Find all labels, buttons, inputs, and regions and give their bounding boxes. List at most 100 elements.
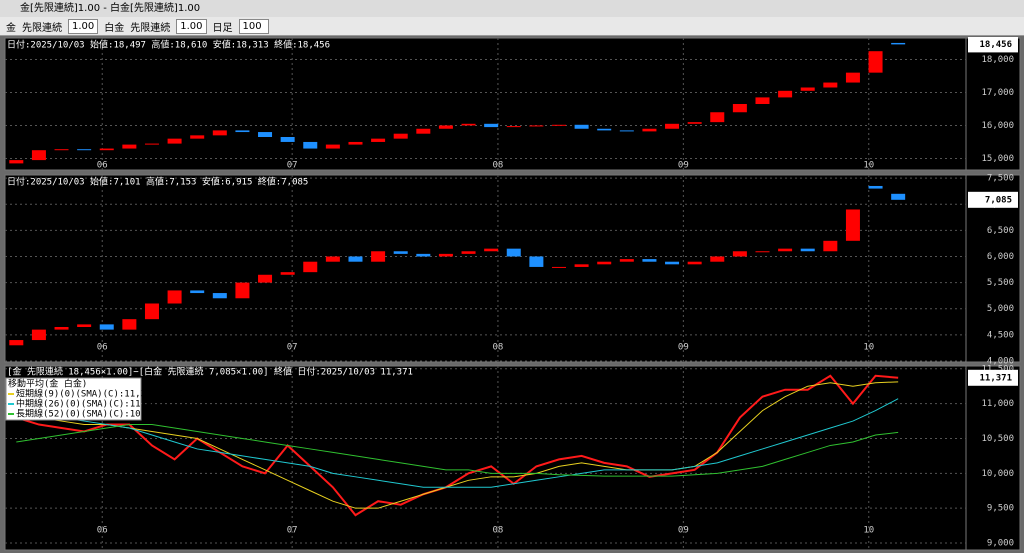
y-tick-label: 5,500 (987, 278, 1014, 288)
candle (31, 329, 46, 341)
candle (54, 149, 69, 151)
candle (280, 272, 295, 275)
y-tick-label: 9,500 (987, 504, 1014, 514)
candle (438, 253, 453, 257)
y-tick-label: 4,000 (987, 356, 1014, 366)
candle (506, 248, 521, 257)
candle (122, 319, 137, 330)
candle (99, 148, 114, 151)
last-value-box (968, 191, 1018, 208)
symbol[interactable]: 白金 (104, 22, 125, 34)
x-tick-label: 10 (863, 526, 874, 536)
legend-entry: 長期線(52)(0)(SMA)(C):10,587 (16, 408, 162, 420)
info-text: 日付:2025/10/03 始値:18,497 高値:18,610 安値:18,… (7, 39, 330, 51)
legend-title: 移動平均(金 白金) (8, 378, 87, 390)
x-tick-label: 10 (863, 343, 874, 353)
contract[interactable]: 先限連続 (22, 22, 62, 34)
candle (167, 290, 182, 304)
axis-bg (965, 365, 1021, 551)
y-tick-label: 15,000 (981, 154, 1014, 164)
candle (190, 135, 205, 139)
last-value: 18,456 (979, 40, 1012, 50)
multiplier[interactable]: 1.00 (176, 18, 207, 34)
period[interactable]: 日足 (212, 22, 233, 34)
candle (235, 282, 250, 299)
candle (823, 82, 838, 88)
candle (778, 248, 793, 252)
x-tick-label: 06 (97, 343, 108, 353)
x-tick-label: 09 (678, 343, 689, 353)
x-tick-label: 09 (678, 526, 689, 536)
info-text: 日付:2025/10/03 始値:7,101 高値:7,153 安値:6,915… (7, 176, 308, 188)
legend-entry: 短期線(9)(0)(SMA)(C):11,313 (16, 388, 157, 400)
candle (144, 143, 159, 145)
candle (710, 112, 725, 123)
y-tick-label: 6,000 (987, 252, 1014, 262)
candle (144, 303, 159, 320)
x-tick-label: 06 (97, 161, 108, 171)
candle (258, 274, 273, 283)
candle (891, 193, 906, 200)
window-title: 金[先限連続]1.00 - 白金[先限連続]1.00 (20, 3, 201, 14)
candle (778, 90, 793, 98)
y-tick-label: 11,000 (981, 399, 1014, 409)
candle (551, 266, 566, 268)
candle (212, 293, 227, 299)
candle (416, 128, 431, 134)
bar-count[interactable]: 100 (238, 18, 269, 34)
candle (800, 87, 815, 91)
candle (868, 185, 883, 189)
x-tick-label: 09 (678, 161, 689, 171)
contract[interactable]: 先限連続 (130, 22, 171, 34)
candle (529, 125, 544, 127)
candle (642, 128, 657, 132)
panel-bg (4, 174, 967, 363)
last-value: 7,085 (985, 195, 1012, 205)
candle (845, 209, 860, 241)
candle (325, 256, 340, 262)
y-tick-label: 10,500 (981, 434, 1014, 444)
candle (619, 130, 634, 132)
candle (868, 51, 883, 73)
candle (190, 290, 205, 294)
series-line (16, 381, 899, 509)
y-tick-label: 10,000 (981, 469, 1014, 479)
series-line (16, 424, 899, 477)
candle (665, 123, 680, 129)
legend-entry: 中期線(26)(0)(SMA)(C):11,071 (16, 398, 162, 410)
candle (303, 141, 318, 149)
candle (348, 256, 363, 262)
y-tick-label: 18,000 (981, 55, 1014, 65)
x-tick-label: 08 (493, 526, 504, 536)
multiplier[interactable]: 1.00 (68, 18, 99, 34)
candle (732, 104, 747, 113)
candle (461, 251, 476, 254)
candle (642, 259, 657, 262)
y-tick-label: 11,500 (981, 364, 1014, 374)
candle (619, 259, 634, 262)
candle (31, 150, 46, 161)
legend-box (5, 377, 142, 421)
x-tick-label: 06 (97, 526, 108, 536)
candle (755, 97, 770, 104)
candle (597, 128, 612, 131)
series-line (16, 374, 899, 517)
charts: 15,000 16,000 17,000 18,000 06 07 08 09 10 日付:202… (4, 37, 1021, 551)
candle (484, 248, 499, 252)
candle (235, 130, 250, 133)
x-tick-label: 07 (287, 161, 298, 171)
candle (687, 122, 702, 124)
toolbar: 金 先限連続 1.00 白金 先限連続 1.00 日足 100 (0, 17, 1024, 36)
y-tick-label: 9,000 (987, 539, 1014, 549)
candle (99, 324, 114, 330)
candle (461, 123, 476, 126)
candle (77, 324, 92, 328)
candle (9, 160, 24, 164)
candle (122, 144, 137, 149)
candle (325, 144, 340, 149)
y-tick-label: 6,500 (987, 226, 1014, 236)
candle (303, 261, 318, 273)
candle (438, 125, 453, 129)
symbol[interactable]: 金 (6, 22, 16, 34)
candle (551, 124, 566, 126)
